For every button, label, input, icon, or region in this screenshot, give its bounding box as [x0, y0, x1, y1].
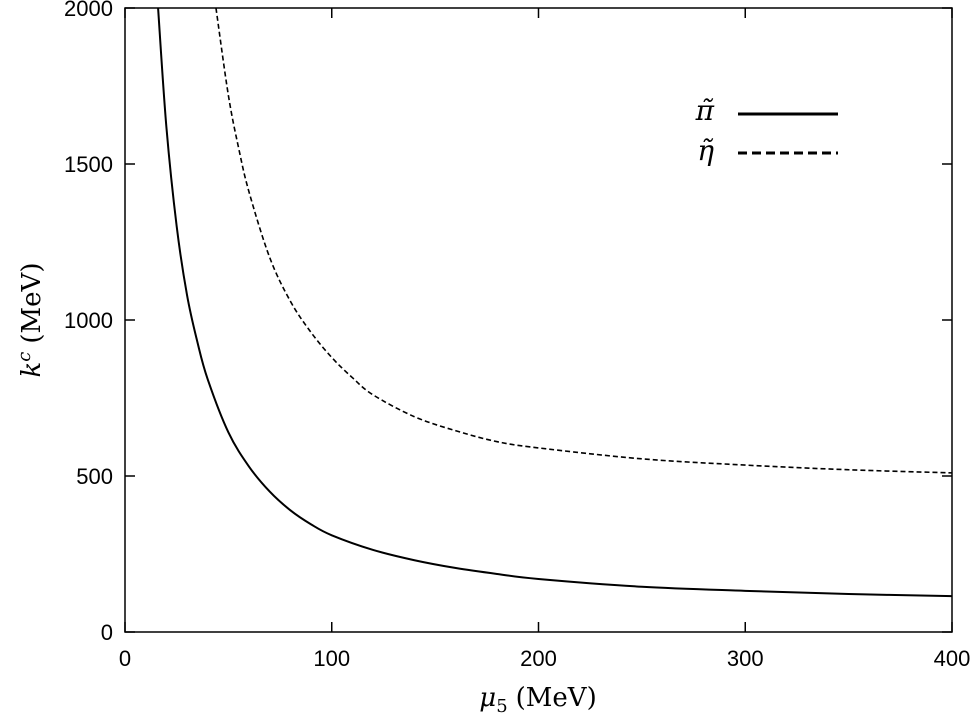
x-tick-label: 200 — [520, 646, 557, 671]
legend-label-pi: π̃ — [695, 94, 715, 127]
y-axis-label: kc (MeV) — [14, 263, 47, 378]
x-tick-label: 300 — [727, 646, 764, 671]
series-line-pi — [157, 7, 953, 598]
x-axis-symbol: μ — [479, 683, 496, 713]
x-tick-label: 0 — [119, 646, 131, 671]
x-tick-labels: 0 100 200 300 400 — [119, 646, 970, 671]
x-tick-label: 100 — [313, 646, 350, 671]
legend-label-eta: η̃ — [697, 134, 714, 167]
axis-ticks — [124, 7, 953, 633]
y-axis-symbol: k — [17, 362, 47, 378]
y-tick-label: 1000 — [64, 308, 113, 333]
x-axis-label: μ5 (MeV) — [479, 683, 596, 717]
x-axis-unit: (MeV) — [516, 683, 597, 713]
series-layer — [157, 7, 953, 598]
y-tick-label: 1500 — [64, 152, 113, 177]
legend: π̃ η̃ — [695, 94, 838, 167]
series-line-eta — [215, 7, 953, 474]
y-tick-label: 0 — [101, 620, 113, 645]
y-axis-superscript: c — [14, 352, 35, 362]
x-axis-subscript: 5 — [496, 696, 507, 717]
y-tick-labels: 0 500 1000 1500 2000 — [64, 0, 113, 645]
y-tick-label: 2000 — [64, 0, 113, 21]
y-tick-label: 500 — [76, 464, 113, 489]
plot-frame — [124, 7, 953, 633]
x-tick-label: 400 — [934, 646, 971, 671]
y-axis-unit: (MeV) — [17, 263, 47, 344]
